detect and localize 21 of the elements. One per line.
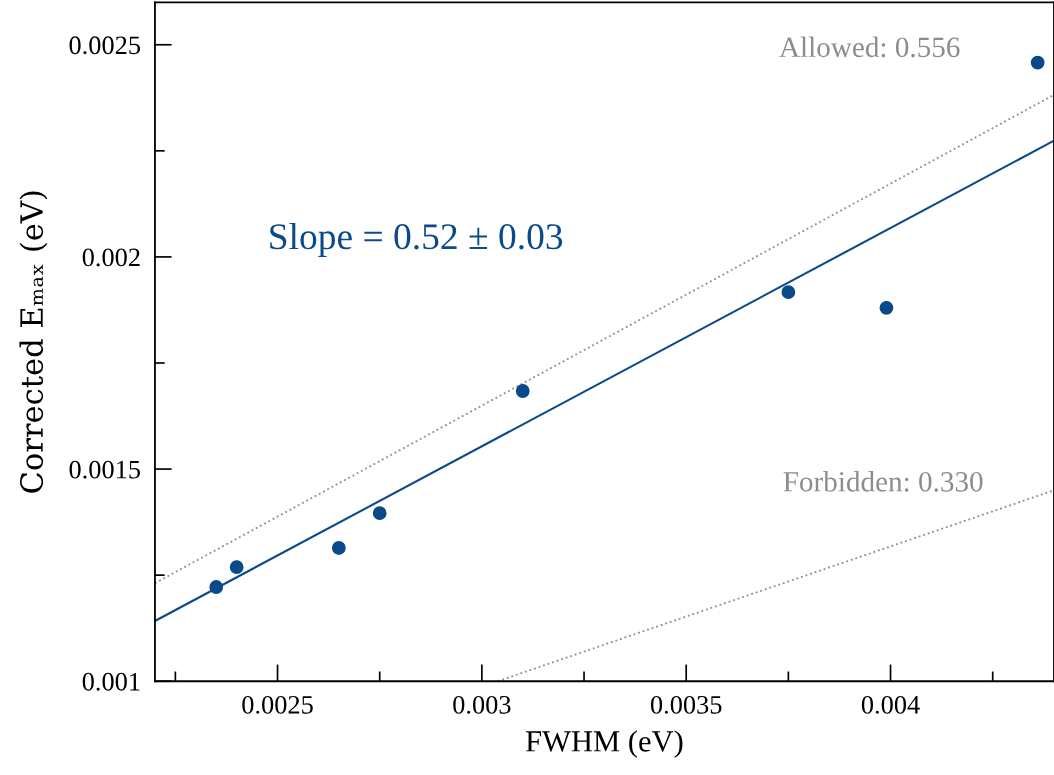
x-axis-title: FWHM (eV) [526,730,683,758]
point [372,506,387,521]
y-tick-label: 0.001 [82,672,140,691]
point [515,384,530,398]
point [229,560,244,574]
point [1030,55,1045,70]
annotation: Allowed: 0.556 [779,36,960,58]
y-tick-label: 0.002 [82,248,140,267]
annotation: Slope = 0.52 ± 0.03 [270,222,563,257]
x-tick-label: 0.003 [453,695,511,714]
point [879,300,894,315]
point [209,580,224,594]
y-tick-label: 0.0025 [69,36,141,55]
y-axis-title: Corrected Eₘₐₓ (eV) [19,191,48,493]
x-tick-label: 0.0025 [242,695,313,714]
point [781,285,796,300]
y-tick-label: 0.0015 [69,460,141,479]
x-tick-label: 0.004 [861,695,920,714]
x-tick-label: 0.0035 [650,695,722,714]
point [331,541,346,555]
annotation: Forbidden: 0.330 [783,471,983,492]
